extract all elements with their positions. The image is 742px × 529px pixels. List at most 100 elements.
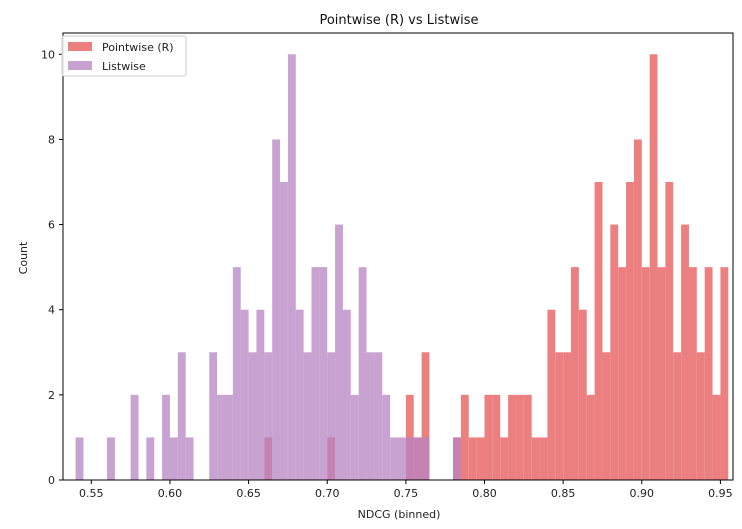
legend-swatch-listwise bbox=[68, 61, 92, 70]
histogram-bar bbox=[688, 267, 697, 480]
histogram-bar bbox=[539, 437, 548, 480]
x-tick-label: 0.70 bbox=[315, 487, 340, 500]
legend: Pointwise (R) Listwise bbox=[61, 35, 187, 77]
histogram-bar bbox=[382, 394, 391, 480]
chart-title: Pointwise (R) vs Listwise bbox=[319, 13, 478, 28]
x-tick-label: 0.75 bbox=[394, 487, 419, 500]
axes-frame bbox=[62, 32, 734, 481]
histogram-bar bbox=[130, 394, 139, 480]
histogram-bar bbox=[413, 437, 422, 480]
histogram-bar bbox=[602, 352, 611, 480]
histogram-bar bbox=[366, 352, 375, 480]
histogram-bar bbox=[107, 437, 115, 480]
histogram-bar bbox=[531, 437, 540, 480]
histogram-bar bbox=[335, 224, 343, 480]
histogram-bar bbox=[209, 352, 218, 480]
legend-swatch-pointwise bbox=[68, 42, 92, 51]
histogram-bar bbox=[610, 224, 619, 480]
histogram-bar bbox=[641, 267, 650, 480]
plot-area bbox=[75, 54, 729, 480]
histogram-bar bbox=[712, 394, 721, 480]
y-tick-label: 10 bbox=[41, 48, 55, 61]
histogram-bar bbox=[673, 352, 682, 480]
histogram-bar bbox=[484, 394, 493, 480]
series-listwise bbox=[75, 54, 461, 480]
histogram-bar bbox=[633, 139, 642, 480]
histogram-bar bbox=[390, 437, 398, 480]
histogram-bar bbox=[586, 394, 595, 480]
histogram-bar bbox=[704, 267, 713, 480]
histogram-bar bbox=[421, 352, 430, 480]
histogram-bar bbox=[319, 267, 328, 480]
x-tick-label: 0.85 bbox=[551, 487, 576, 500]
legend-box bbox=[61, 35, 187, 77]
histogram-bar bbox=[75, 437, 84, 480]
histogram-bar bbox=[217, 394, 225, 480]
histogram-bar bbox=[468, 437, 477, 480]
histogram-bar bbox=[696, 352, 705, 480]
histogram-bar bbox=[280, 182, 288, 480]
histogram-bar bbox=[358, 267, 367, 480]
histogram-bar bbox=[248, 352, 257, 480]
legend-label-listwise: Listwise bbox=[102, 60, 146, 73]
histogram-bar bbox=[547, 309, 556, 480]
histogram-bar bbox=[523, 394, 532, 480]
histogram-bar bbox=[578, 309, 587, 480]
y-axis: 0 2 4 6 8 10 bbox=[41, 48, 63, 487]
histogram-bar bbox=[398, 437, 406, 480]
histogram-bar bbox=[626, 182, 634, 480]
histogram-bar bbox=[374, 352, 383, 480]
legend-label-pointwise: Pointwise (R) bbox=[102, 41, 174, 54]
histogram-bar bbox=[657, 267, 666, 480]
x-axis: 0.55 0.60 0.65 0.70 0.75 0.80 0.85 0.90 0.95 bbox=[79, 480, 733, 500]
histogram-bar bbox=[169, 437, 178, 480]
histogram-bar bbox=[720, 267, 729, 480]
histogram-bar bbox=[256, 309, 265, 480]
histogram-bar bbox=[492, 394, 501, 480]
histogram-bar bbox=[460, 394, 469, 480]
histogram-bar bbox=[264, 352, 273, 480]
histogram-bar bbox=[272, 139, 281, 480]
histogram-bar bbox=[563, 352, 571, 480]
histogram-bar bbox=[342, 309, 351, 480]
histogram-bar bbox=[476, 437, 485, 480]
x-tick-label: 0.60 bbox=[158, 487, 183, 500]
x-tick-label: 0.65 bbox=[236, 487, 261, 500]
y-axis-label: Count bbox=[17, 241, 30, 274]
histogram-bar bbox=[508, 394, 516, 480]
histogram-bar bbox=[500, 437, 509, 480]
histogram-bar bbox=[225, 394, 233, 480]
x-axis-label: NDCG (binned) bbox=[358, 508, 441, 521]
histogram-bar bbox=[350, 394, 359, 480]
histogram-bar bbox=[618, 267, 627, 480]
x-tick-label: 0.80 bbox=[472, 487, 497, 500]
histogram-bar bbox=[240, 309, 249, 480]
histogram-bar bbox=[453, 437, 461, 480]
y-tick-label: 6 bbox=[48, 219, 55, 232]
histogram-bar bbox=[405, 437, 414, 480]
histogram-bar bbox=[594, 182, 603, 480]
histogram-bar bbox=[515, 394, 524, 480]
histogram-bar bbox=[665, 182, 674, 480]
histogram-bar bbox=[177, 352, 186, 480]
histogram-bar bbox=[421, 437, 430, 480]
histogram-bar bbox=[327, 352, 336, 480]
histogram-bar bbox=[295, 309, 304, 480]
series-pointwise bbox=[264, 54, 729, 480]
y-tick-label: 8 bbox=[48, 133, 55, 146]
histogram-bar bbox=[162, 394, 170, 480]
x-tick-label: 0.90 bbox=[630, 487, 655, 500]
histogram-bar bbox=[185, 437, 194, 480]
histogram-bar bbox=[311, 267, 320, 480]
y-tick-label: 2 bbox=[48, 389, 55, 402]
x-tick-label: 0.55 bbox=[79, 487, 104, 500]
histogram-bar bbox=[146, 437, 155, 480]
y-tick-label: 4 bbox=[48, 304, 55, 317]
y-tick-label: 0 bbox=[48, 474, 55, 487]
histogram-bar bbox=[287, 54, 296, 480]
histogram-bar bbox=[555, 352, 564, 480]
histogram-bar bbox=[232, 267, 241, 480]
x-tick-label: 0.95 bbox=[708, 487, 733, 500]
histogram-bar bbox=[303, 352, 312, 480]
